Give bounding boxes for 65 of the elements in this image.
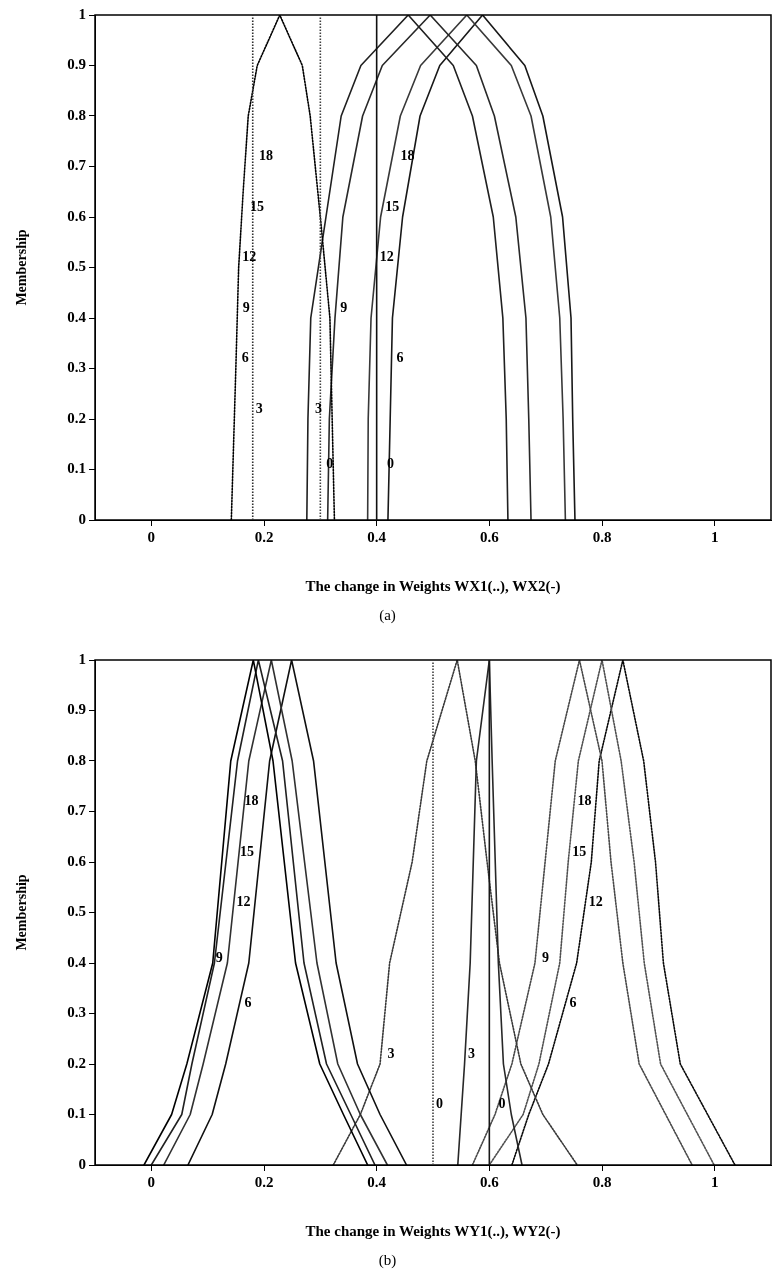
y-axis-title: Membership	[14, 229, 30, 306]
annotation: 3	[255, 400, 263, 416]
annotation: 15	[385, 198, 400, 214]
y-tick-label: 0	[78, 1155, 86, 1172]
x-tick-label: 0.8	[592, 528, 612, 545]
y-tick-label: 0.4	[67, 953, 87, 970]
annotation: 3	[314, 400, 322, 416]
x-tick-label: 0	[147, 528, 156, 545]
annotation: 18	[577, 793, 592, 809]
annotation: 9	[215, 949, 223, 965]
y-tick-label: 1	[78, 5, 86, 22]
y-tick-label: 0.3	[67, 1004, 86, 1021]
y-tick-label: 0.5	[67, 903, 86, 920]
y-tick-label: 0.1	[67, 1105, 86, 1122]
y-axis-title: Membership	[14, 874, 30, 951]
annotation: 3	[468, 1045, 476, 1061]
y-tick-label: 0.2	[67, 1054, 86, 1071]
annotation: 6	[241, 350, 249, 366]
x-tick-label: 0.6	[479, 1173, 500, 1190]
annotation: 0	[498, 1096, 506, 1112]
x-axis-title: The change in Weights WX1(..), WX2(-)	[305, 577, 561, 595]
annotation: 12	[588, 894, 603, 910]
text: (b)	[377, 1251, 398, 1270]
y-tick-label: 0.4	[67, 308, 87, 325]
y-tick-label: 0.9	[67, 701, 86, 718]
annotation: 0	[436, 1096, 443, 1112]
y-tick-label: 0.7	[67, 157, 87, 174]
annotation: 6	[396, 350, 404, 366]
y-tick-label: 0.8	[67, 751, 86, 768]
annotation: 18	[244, 793, 259, 809]
annotation: 9	[340, 299, 348, 315]
x-tick-label: 0.2	[254, 528, 274, 545]
x-tick-label: 0.6	[479, 528, 500, 545]
y-tick-label: 0.8	[67, 106, 86, 123]
x-tick-label: 0	[147, 1173, 156, 1190]
annotation: 6	[569, 995, 577, 1011]
annotation: 3	[387, 1045, 395, 1061]
annotation: 15	[250, 198, 265, 214]
annotation: 12	[236, 894, 251, 910]
annotation: 15	[239, 843, 254, 859]
x-tick-label: 1	[710, 1173, 719, 1190]
y-tick-label: 0.6	[67, 852, 87, 869]
annotation: 9	[541, 949, 549, 965]
annotation: 15	[572, 843, 587, 859]
annotation: 9	[242, 299, 250, 315]
x-tick-label: 0.4	[367, 528, 387, 545]
x-tick-label: 1	[710, 528, 719, 545]
y-tick-label: 0.7	[67, 802, 87, 819]
y-tick-label: 0.9	[67, 56, 86, 73]
y-tick-label: 1	[78, 650, 86, 667]
y-tick-label: 0.6	[67, 207, 87, 224]
y-tick-label: 0.2	[67, 409, 86, 426]
x-axis-title: The change in Weights WY1(..), WY2(-)	[305, 1222, 561, 1240]
annotation: 12	[242, 249, 257, 265]
x-tick-label: 0.4	[367, 1173, 387, 1190]
y-tick-label: 0	[78, 510, 86, 527]
y-tick-label: 0.3	[67, 359, 86, 376]
annotation: 18	[259, 148, 274, 164]
x-tick-label: 0.2	[254, 1173, 274, 1190]
text: (a)	[378, 606, 397, 625]
y-tick-label: 0.1	[67, 460, 86, 477]
y-tick-label: 0.5	[67, 258, 86, 275]
annotation: 12	[379, 249, 394, 265]
annotation: 6	[244, 995, 252, 1011]
x-tick-label: 0.8	[592, 1173, 612, 1190]
